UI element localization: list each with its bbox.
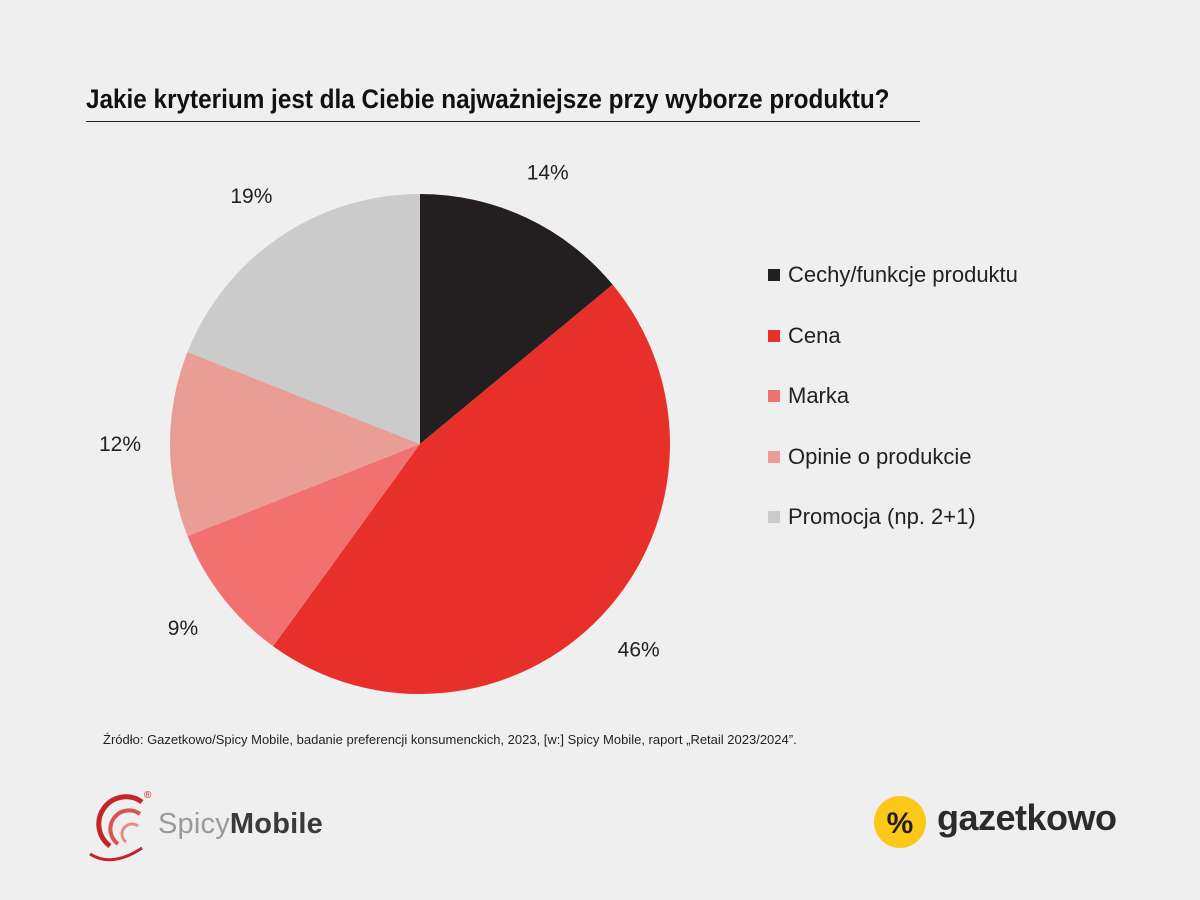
legend-swatch <box>768 511 780 523</box>
legend-item-cena: Cena <box>768 319 1018 353</box>
pie-slice-5 <box>187 194 420 444</box>
legend-swatch <box>768 390 780 402</box>
slice-label-1: 14% <box>527 162 569 185</box>
gazetkowo-percent-icon: % <box>874 796 926 848</box>
legend-swatch <box>768 269 780 281</box>
legend-item-opinie: Opinie o produkcie <box>768 440 1018 474</box>
source-note: Źródło: Gazetkowo/Spicy Mobile, badanie … <box>103 732 797 747</box>
legend: Cechy/funkcje produktu Cena Marka Opinie… <box>768 258 1018 561</box>
legend-item-cechy: Cechy/funkcje produktu <box>768 258 1018 292</box>
legend-label: Opinie o produkcie <box>788 443 972 469</box>
svg-text:%: % <box>887 807 914 840</box>
pie-slice-2 <box>273 284 670 695</box>
slice-label-4: 12% <box>99 433 141 456</box>
pie-slice-3 <box>187 444 420 647</box>
spicy-mobile-logo-icon <box>89 794 144 862</box>
slice-label-5: 19% <box>230 185 272 208</box>
legend-item-promocja: Promocja (np. 2+1) <box>768 500 1018 534</box>
slice-label-3: 9% <box>168 617 198 640</box>
legend-item-marka: Marka <box>768 379 1018 413</box>
legend-label: Marka <box>788 383 850 408</box>
legend-swatch <box>768 329 780 342</box>
registered-mark: ® <box>144 790 152 801</box>
pie-slice-1 <box>420 194 613 444</box>
chart-title: Jakie kryterium jest dla Ciebie najważni… <box>86 84 890 114</box>
legend-swatch <box>768 450 780 463</box>
spicy-mobile-wordmark: SpicyMobile <box>158 808 323 840</box>
legend-label: Cechy/funkcje produktu <box>788 262 1018 287</box>
legend-label: Promocja (np. 2+1) <box>788 504 976 529</box>
gazetkowo-wordmark: gazetkowo <box>937 797 1117 838</box>
title-underline <box>86 121 920 122</box>
slice-label-2: 46% <box>618 638 660 661</box>
pie-slice-4 <box>170 351 420 537</box>
legend-label: Cena <box>788 322 841 348</box>
